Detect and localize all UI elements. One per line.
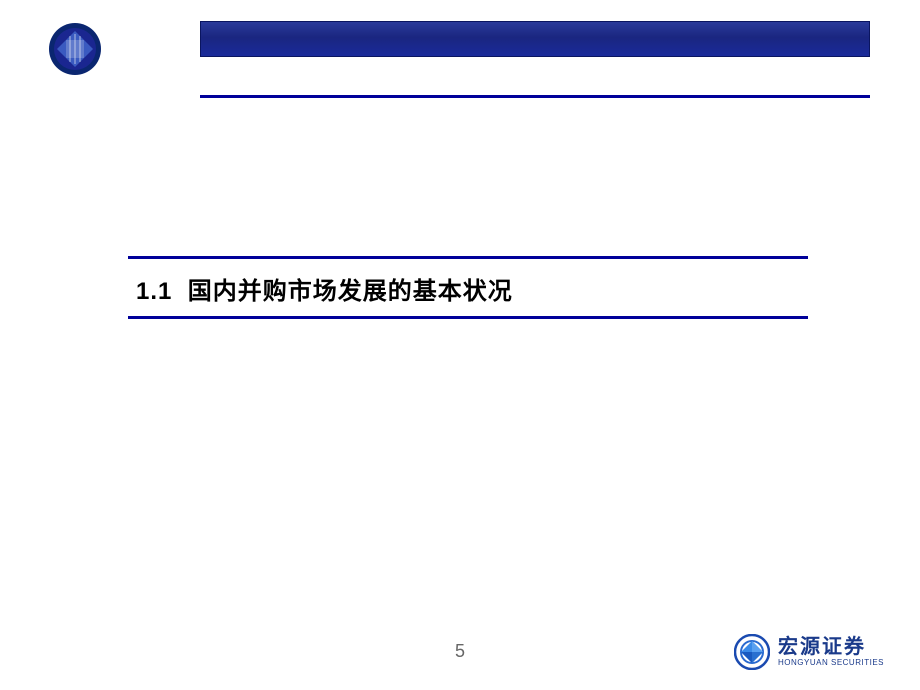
footer-brand: 宏源证券 HONGYUAN SECURITIES — [734, 634, 884, 670]
footer-brand-name: 宏源证券 — [778, 637, 866, 657]
header-blue-bar — [200, 21, 870, 57]
section-number: 1.1 — [136, 278, 172, 305]
footer-logo-icon — [734, 634, 770, 670]
footer-logo — [734, 634, 770, 670]
top-left-logo — [48, 22, 102, 76]
section-title-text: 国内并购市场发展的基本状况 — [188, 278, 513, 305]
section-title: 1.1 国内并购市场发展的基本状况 — [128, 267, 808, 316]
header-underline — [200, 95, 870, 98]
footer-brand-sub: HONGYUAN SECURITIES — [778, 659, 884, 667]
page-number: 5 — [455, 641, 465, 662]
logo-icon — [48, 22, 102, 76]
section-border-top — [128, 256, 808, 259]
section-title-container: 1.1 国内并购市场发展的基本状况 — [128, 256, 808, 319]
footer-brand-text: 宏源证券 HONGYUAN SECURITIES — [778, 637, 884, 667]
section-border-bottom — [128, 316, 808, 319]
